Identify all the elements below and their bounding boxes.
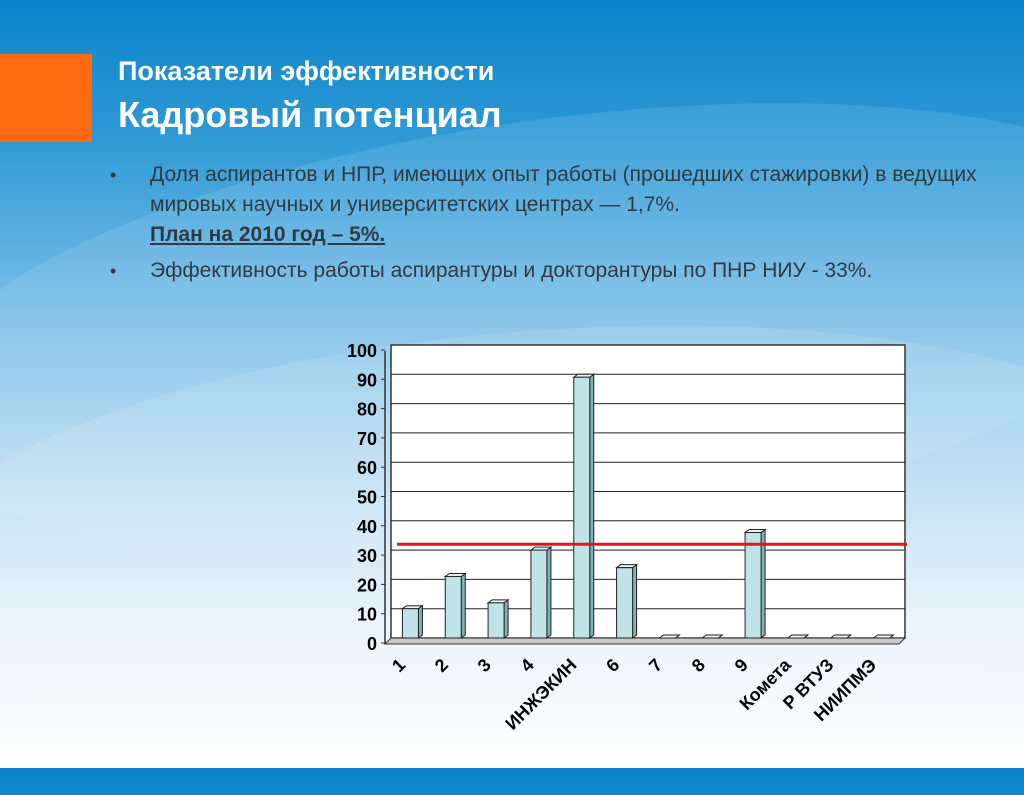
bar-top (786, 634, 810, 639)
y-tick-label: 60 (357, 458, 377, 478)
bar-side (589, 373, 595, 639)
bar (573, 376, 591, 639)
y-tick-label: 90 (357, 370, 377, 390)
bar (401, 608, 419, 639)
bullet-list: • Доля аспирантов и НПР, имеющих опыт ра… (110, 160, 980, 292)
y-tick-label: 20 (357, 575, 377, 595)
x-tick-label: 4 (517, 655, 538, 676)
x-tick-label: 9 (731, 655, 752, 676)
bar-top (829, 634, 853, 639)
bar (530, 549, 548, 639)
bar-side (546, 546, 552, 639)
y-tick-label: 10 (357, 605, 377, 625)
bullet-dot-icon: • (110, 165, 117, 185)
bar-side (760, 528, 766, 639)
x-tick-label: 2 (431, 655, 452, 676)
bar (487, 602, 505, 639)
y-tick-label: 30 (357, 546, 377, 566)
slide-subtitle: Кадровый потенциал (118, 94, 502, 135)
bar (444, 575, 462, 639)
bar-side (503, 598, 509, 639)
bullet-plan: План на 2010 год – 5%. (150, 223, 386, 246)
x-tick-label: 6 (602, 655, 623, 676)
bullet-text: Доля аспирантов и НПР, имеющих опыт рабо… (150, 163, 977, 216)
bullet-text: Эффективность работы аспирантуры и докто… (150, 259, 873, 282)
bullet-item: • Доля аспирантов и НПР, имеющих опыт ра… (110, 160, 980, 250)
bar (744, 532, 762, 639)
orange-accent-block (0, 54, 92, 142)
x-tick-label: ИНЖЭКИН (501, 655, 580, 734)
y-tick-label: 70 (357, 429, 377, 449)
y-tick-label: 40 (357, 517, 377, 537)
bullet-item: • Эффективность работы аспирантуры и док… (110, 256, 980, 286)
y-tick-label: 100 (347, 341, 377, 361)
bullet-dot-icon: • (110, 261, 117, 281)
y-tick-label: 0 (367, 634, 377, 654)
x-tick-label: 1 (388, 655, 409, 676)
x-tick-label: 8 (688, 655, 709, 676)
bar (616, 567, 634, 639)
plot-floor (383, 637, 907, 645)
bar-side (417, 604, 423, 639)
bar-side (632, 563, 638, 639)
bar-top (700, 634, 724, 639)
bar-top (657, 634, 681, 639)
x-tick-label: 7 (645, 655, 666, 676)
y-tick-label: 80 (357, 400, 377, 420)
y-tick-label: 50 (357, 488, 377, 508)
bar-top (872, 634, 896, 639)
x-tick-label: 3 (474, 655, 495, 676)
slide-title: Показатели эффективности (118, 56, 495, 86)
bar-side (460, 572, 466, 639)
